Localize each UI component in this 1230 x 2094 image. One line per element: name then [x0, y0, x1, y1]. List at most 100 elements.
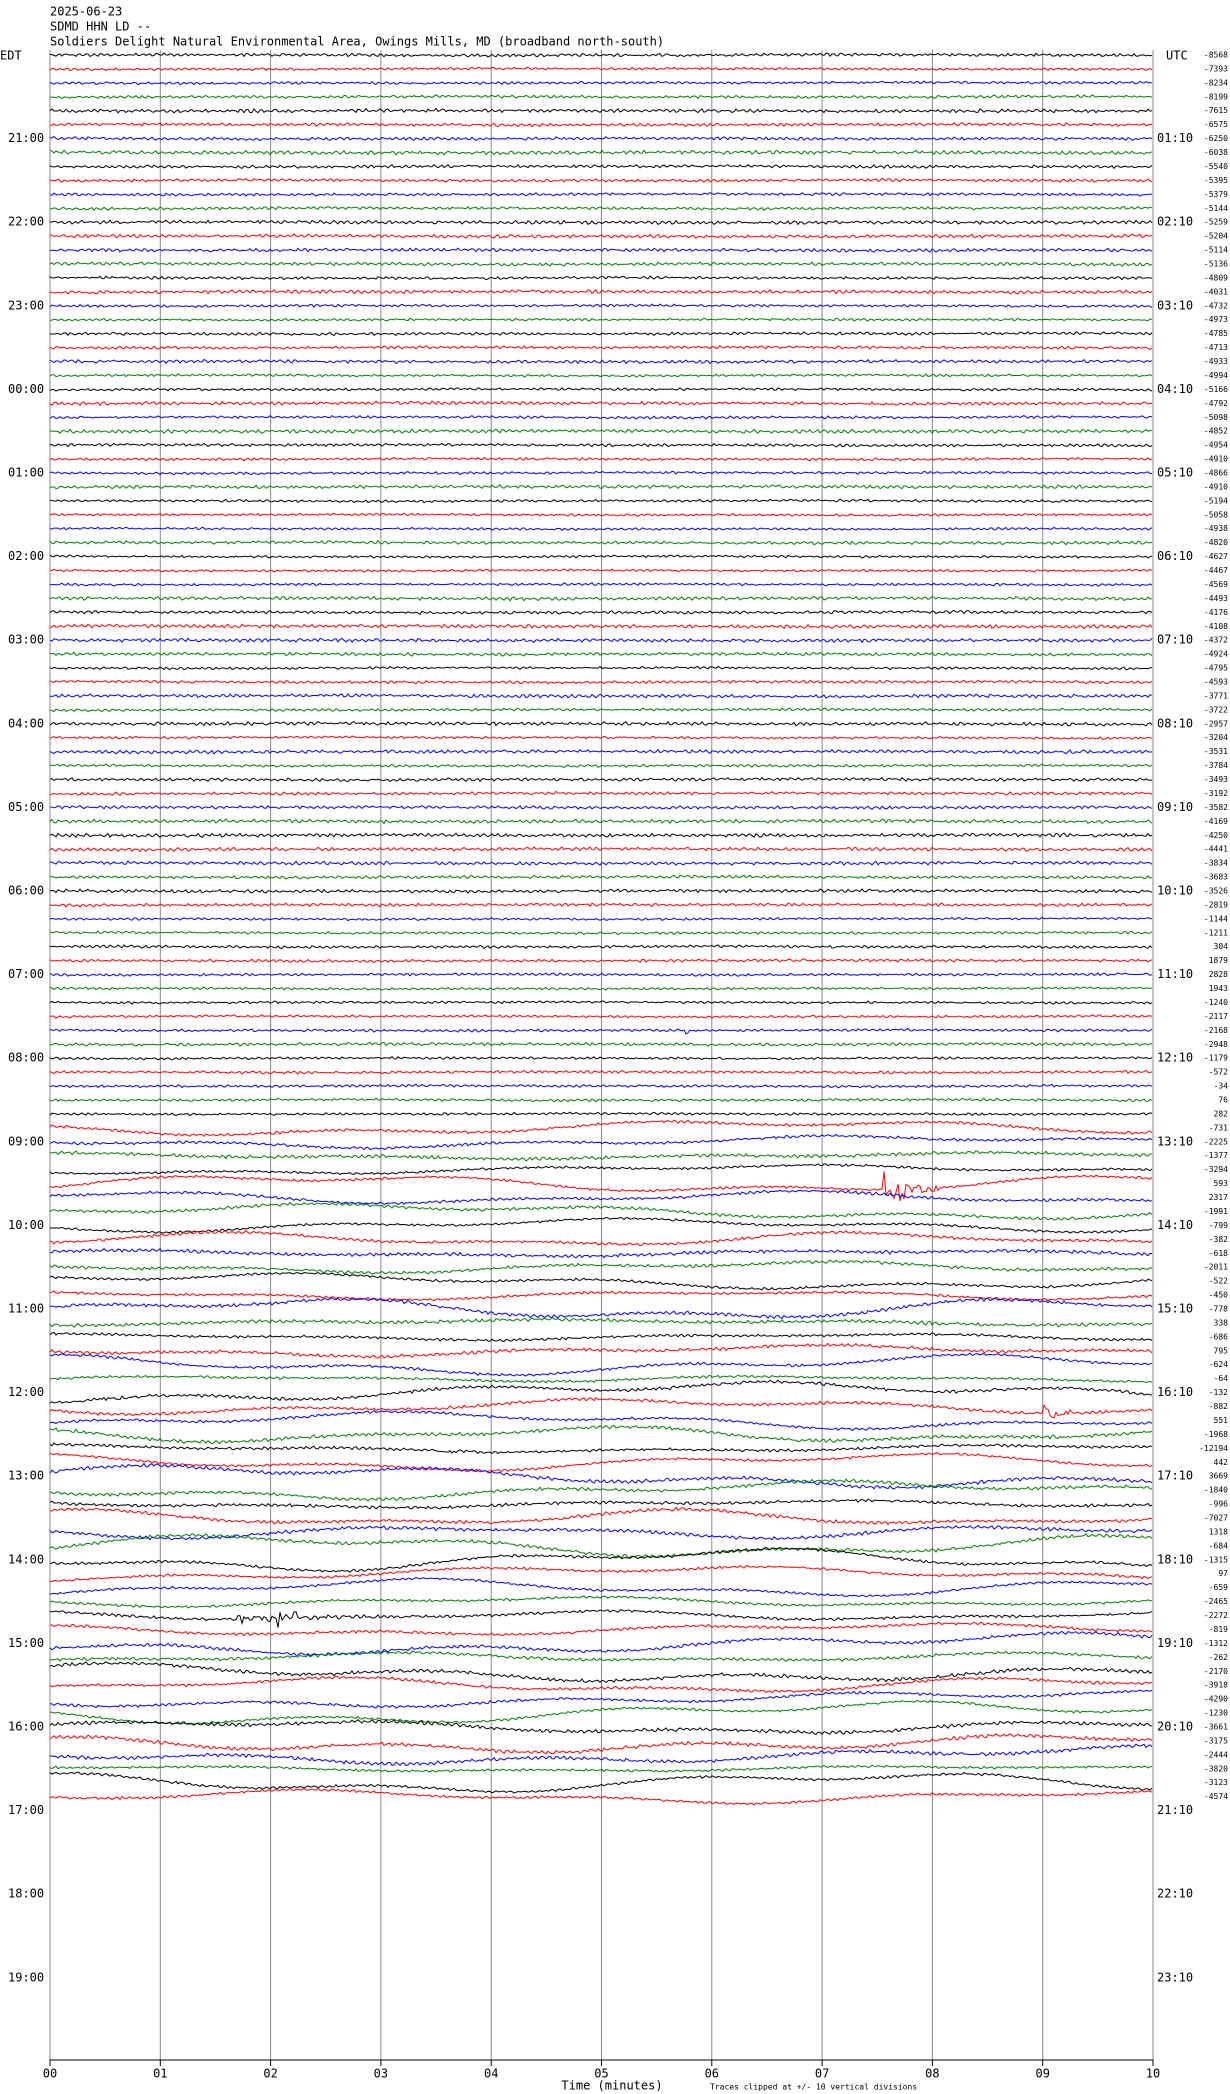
trace	[49, 860, 1153, 866]
trace	[49, 330, 1153, 337]
trace-offset: -5058	[1204, 510, 1228, 519]
trace-offset: 551	[1214, 1416, 1229, 1425]
trace-offset: -8234	[1204, 78, 1228, 87]
trace-offset: -4954	[1204, 441, 1228, 450]
trace-offset: -4574	[1204, 1792, 1228, 1801]
trace-offset: -262	[1209, 1653, 1228, 1662]
utc-hour-label: 16:10	[1157, 1385, 1193, 1399]
utc-hour-label: 22:10	[1157, 1887, 1193, 1901]
trace	[49, 1675, 1153, 1694]
trace	[49, 1331, 1153, 1342]
utc-hour-label: 05:10	[1157, 466, 1193, 480]
trace	[50, 205, 1153, 212]
trace	[49, 1111, 1153, 1117]
edt-hour-label: 10:00	[8, 1218, 44, 1232]
trace	[49, 344, 1153, 350]
trace-offset: -2011	[1204, 1263, 1228, 1272]
trace	[49, 275, 1153, 281]
trace-offset: -1315	[1204, 1555, 1228, 1564]
trace	[49, 456, 1153, 462]
trace	[49, 512, 1153, 518]
trace-offset: -2465	[1204, 1597, 1228, 1606]
trace-offset: -1179	[1204, 1054, 1228, 1063]
clip-note: Traces clipped at +/- 10 vertical divisi…	[710, 2083, 917, 2092]
trace	[49, 1650, 1153, 1663]
trace-offset: -686	[1209, 1332, 1228, 1341]
trace	[49, 930, 1153, 936]
right-label: UTC	[1166, 49, 1188, 63]
trace-offset: -7027	[1204, 1514, 1228, 1523]
trace-offset: -3661	[1204, 1723, 1228, 1732]
trace-offset: -4933	[1204, 357, 1228, 366]
trace-offset: -2168	[1204, 1026, 1228, 1035]
edt-hour-label: 11:00	[8, 1302, 44, 1316]
trace	[49, 303, 1153, 309]
trace-offset: -4108	[1204, 622, 1228, 631]
trace-offset: -5204	[1204, 232, 1228, 241]
trace-offset: -659	[1209, 1583, 1228, 1592]
trace	[49, 1442, 1153, 1455]
trace	[49, 52, 1153, 58]
trace	[49, 1787, 1153, 1806]
trace-offset: 593	[1214, 1179, 1229, 1188]
trace	[49, 233, 1153, 240]
trace-offset: -8199	[1204, 92, 1228, 101]
x-tick-label: 06	[705, 2067, 719, 2081]
trace	[49, 735, 1153, 741]
trace	[49, 1630, 1153, 1657]
trace	[49, 1163, 1153, 1176]
trace-offset: -4290	[1204, 1695, 1228, 1704]
trace	[49, 1576, 1153, 1598]
trace-offset: -1144	[1204, 914, 1228, 923]
trace	[49, 916, 1153, 922]
trace	[49, 1189, 1153, 1206]
trace-offset: -4467	[1204, 566, 1228, 575]
utc-hour-label: 06:10	[1157, 549, 1193, 563]
trace-offset: -4910	[1204, 455, 1228, 464]
edt-hour-label: 18:00	[8, 1887, 44, 1901]
trace	[49, 400, 1153, 407]
trace	[49, 1352, 1153, 1377]
trace	[50, 1230, 1153, 1247]
edt-hour-label: 13:00	[8, 1469, 44, 1483]
trace-offset: -4169	[1204, 817, 1228, 826]
trace-offset: -522	[1209, 1277, 1228, 1286]
trace-offset: -572	[1209, 1068, 1228, 1077]
trace-offset: -8568	[1204, 51, 1228, 60]
edt-hour-label: 01:00	[8, 466, 44, 480]
utc-hour-label: 23:10	[1157, 1970, 1193, 1984]
trace-offset: -6038	[1204, 148, 1228, 157]
trace-offset: -4593	[1204, 678, 1228, 687]
x-tick-label: 07	[815, 2067, 829, 2081]
trace-offset: -4973	[1204, 315, 1228, 324]
trace	[49, 1764, 1153, 1773]
x-tick-label: 01	[153, 2067, 167, 2081]
trace-offset: -382	[1209, 1235, 1228, 1244]
trace-offset: -778	[1209, 1305, 1228, 1314]
trace-offset: -2948	[1204, 1040, 1228, 1049]
trace-offset: -2225	[1204, 1137, 1228, 1146]
x-tick-label: 04	[484, 2067, 498, 2081]
edt-hour-label: 08:00	[8, 1051, 44, 1065]
trace	[49, 1743, 1153, 1767]
trace-offset: 3669	[1209, 1472, 1228, 1481]
trace	[49, 163, 1153, 170]
edt-hour-label: 05:00	[8, 800, 44, 814]
trace	[49, 1259, 1153, 1275]
trace	[49, 1149, 1152, 1162]
trace-offset: -3918	[1204, 1681, 1228, 1690]
trace	[49, 874, 1153, 880]
trace-offset: -1840	[1204, 1486, 1228, 1495]
trace-offset: 2828	[1209, 970, 1228, 979]
trace	[49, 1661, 1153, 1684]
trace	[49, 317, 1153, 322]
trace-offset: -4792	[1204, 399, 1228, 408]
trace	[49, 1699, 1153, 1725]
trace	[49, 790, 1153, 797]
edt-hour-label: 21:00	[8, 131, 44, 145]
trace-offset: -3493	[1204, 775, 1228, 784]
trace-offset: -7393	[1204, 64, 1228, 73]
edt-hour-label: 03:00	[8, 633, 44, 647]
trace-offset: -3722	[1204, 705, 1228, 714]
edt-hour-label: 22:00	[8, 215, 44, 229]
